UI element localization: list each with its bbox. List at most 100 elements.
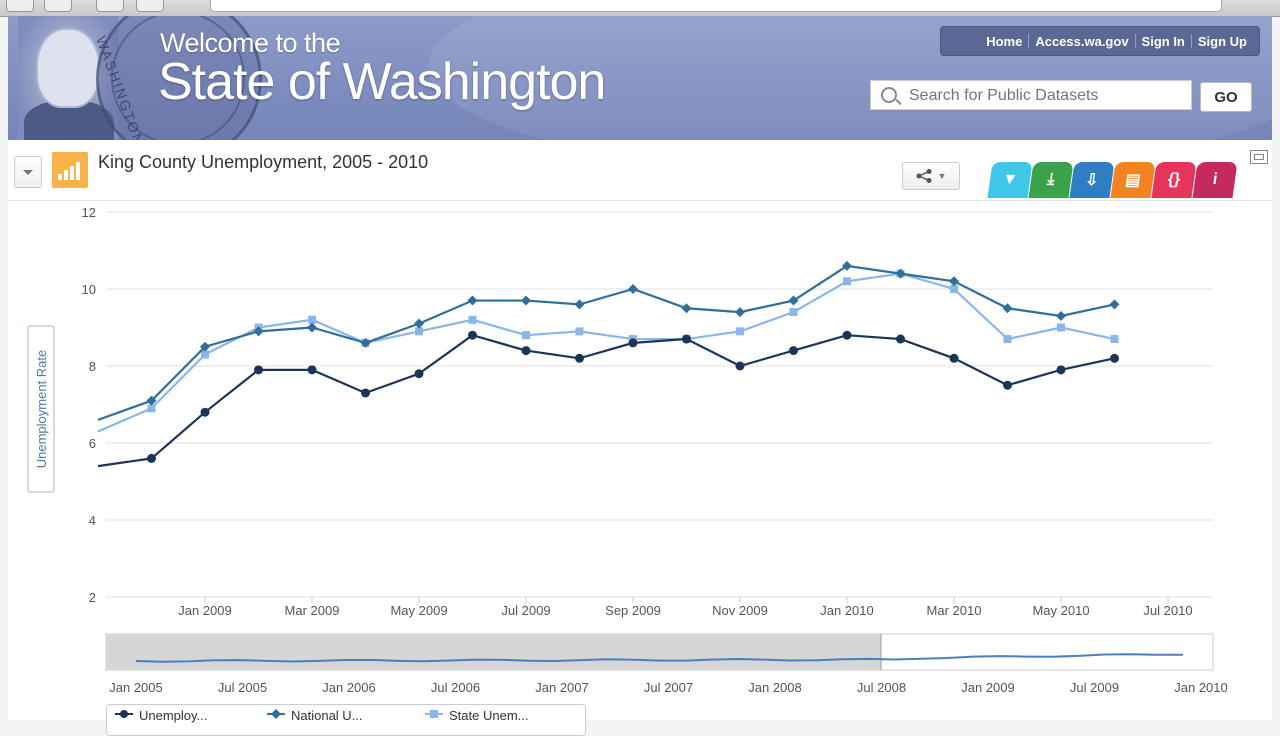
navigator-tick-label: Jan 2006 (322, 680, 376, 695)
data-point (307, 322, 317, 333)
legend-item[interactable]: State Unem... (425, 708, 528, 723)
x-tick-label: May 2009 (390, 603, 447, 618)
x-tick-label: Jul 2009 (501, 603, 550, 618)
x-tick-label: Jan 2009 (178, 603, 232, 618)
legend-marker (425, 708, 443, 718)
y-tick-label: 10 (82, 282, 96, 297)
data-point (1056, 365, 1066, 375)
data-point (468, 315, 477, 324)
data-point (468, 330, 477, 340)
data-point (200, 341, 210, 352)
data-point (200, 407, 210, 417)
toolbar-tabs: ▼ ⤓ ⇩ ▤{} i (987, 162, 1238, 200)
navigator-tick-label: Jan 2005 (109, 680, 163, 695)
navigator-tick-label: Jan 2007 (535, 680, 589, 695)
x-tick-label: Nov 2009 (712, 603, 768, 618)
url-bar[interactable] (210, 0, 1222, 12)
navigator-tick-label: Jan 2008 (748, 680, 802, 695)
share-button[interactable]: ▼ (902, 162, 960, 190)
data-point (308, 315, 316, 324)
legend-marker (267, 708, 285, 719)
legend-item[interactable]: National U... (267, 708, 363, 723)
data-point (1057, 323, 1065, 332)
data-point (1002, 303, 1013, 314)
data-point (360, 337, 371, 348)
data-point (1056, 310, 1066, 321)
chart-legend: Unemploy... National U... State Unem... (106, 704, 586, 736)
data-point (949, 276, 959, 287)
data-point (361, 388, 370, 398)
data-point (789, 346, 798, 356)
x-tick-label: Mar 2010 (927, 603, 982, 618)
x-tick-label: Mar 2009 (285, 603, 340, 618)
series-line (97, 333, 1115, 468)
data-point (628, 284, 638, 294)
document-icon[interactable]: ▤ (1110, 162, 1156, 198)
chevron-down-icon[interactable] (14, 156, 42, 188)
site-header: WASHINGTON Welcome to the State of Washi… (8, 16, 1272, 140)
data-point (254, 365, 263, 375)
api-icon[interactable]: {} (1151, 162, 1197, 198)
nav-sign-up[interactable]: Sign Up (1197, 33, 1247, 49)
data-point (521, 295, 531, 306)
data-point (574, 299, 585, 310)
y-tick-label: 2 (89, 590, 96, 605)
legend-label: State Unem... (449, 708, 529, 723)
nav-home[interactable]: Home (986, 33, 1023, 49)
x-tick-label: Jul 2010 (1143, 603, 1192, 618)
data-point (575, 353, 584, 363)
page-frame: WASHINGTON Welcome to the State of Washi… (8, 16, 1272, 736)
filter-icon[interactable]: ▼ (987, 162, 1033, 198)
chevron-down-icon: ▼ (937, 171, 947, 181)
legend-label: National U... (291, 708, 363, 723)
bar-chart-icon (52, 152, 88, 188)
export-icon[interactable]: ⇩ (1069, 162, 1115, 198)
info-icon[interactable]: i (1192, 162, 1238, 198)
data-point (201, 350, 209, 359)
forward-button[interactable] (44, 0, 72, 12)
top-nav: Home Access.wa.gov Sign In Sign Up (940, 26, 1260, 56)
data-point (1003, 380, 1012, 390)
legend-marker (115, 708, 133, 718)
navigator-series (135, 653, 1184, 663)
reload-button[interactable] (96, 0, 124, 12)
data-point (414, 369, 424, 379)
series-line (97, 272, 1115, 433)
site-title: State of Washington (158, 53, 606, 111)
y-tick-label: 8 (89, 359, 96, 374)
data-point (949, 353, 959, 363)
data-point (682, 334, 691, 344)
visualize-icon[interactable]: ⤓ (1028, 162, 1074, 198)
data-point (896, 334, 905, 344)
search-icon (881, 87, 897, 103)
data-point (843, 277, 851, 286)
chart-area: 2 4 6 8 10 12 Unemployment Rate Jan 2009 Mar 200… (8, 202, 1272, 720)
y-axis-label-box (27, 325, 55, 493)
navigator-mask (106, 634, 881, 670)
y-axis-label: Unemployment Rate (34, 350, 49, 469)
nav-sign-in[interactable]: Sign In (1141, 33, 1185, 49)
data-point (628, 338, 638, 348)
data-point (895, 268, 906, 279)
navigator-tick-label: Jul 2009 (1070, 680, 1119, 695)
maximize-icon[interactable] (1250, 150, 1268, 164)
data-point (147, 404, 156, 413)
legend-item[interactable]: Unemploy... (115, 708, 207, 723)
navigator-tick-label: Jul 2005 (218, 680, 267, 695)
data-point (681, 303, 692, 314)
data-point (414, 318, 424, 329)
back-button[interactable] (6, 0, 34, 12)
data-point (788, 295, 799, 306)
data-point (789, 308, 798, 317)
data-point (522, 331, 530, 340)
home-button[interactable] (136, 0, 164, 12)
search-input[interactable] (907, 85, 1181, 107)
y-tick-label: 12 (82, 205, 96, 220)
browser-chrome (0, 0, 1280, 17)
nav-access-wa[interactable]: Access.wa.gov (1035, 33, 1129, 49)
welcome-text: Welcome to the (160, 28, 341, 58)
data-point (253, 326, 264, 337)
go-button[interactable]: GO (1200, 82, 1252, 112)
data-point (735, 307, 745, 318)
data-point (950, 285, 958, 293)
